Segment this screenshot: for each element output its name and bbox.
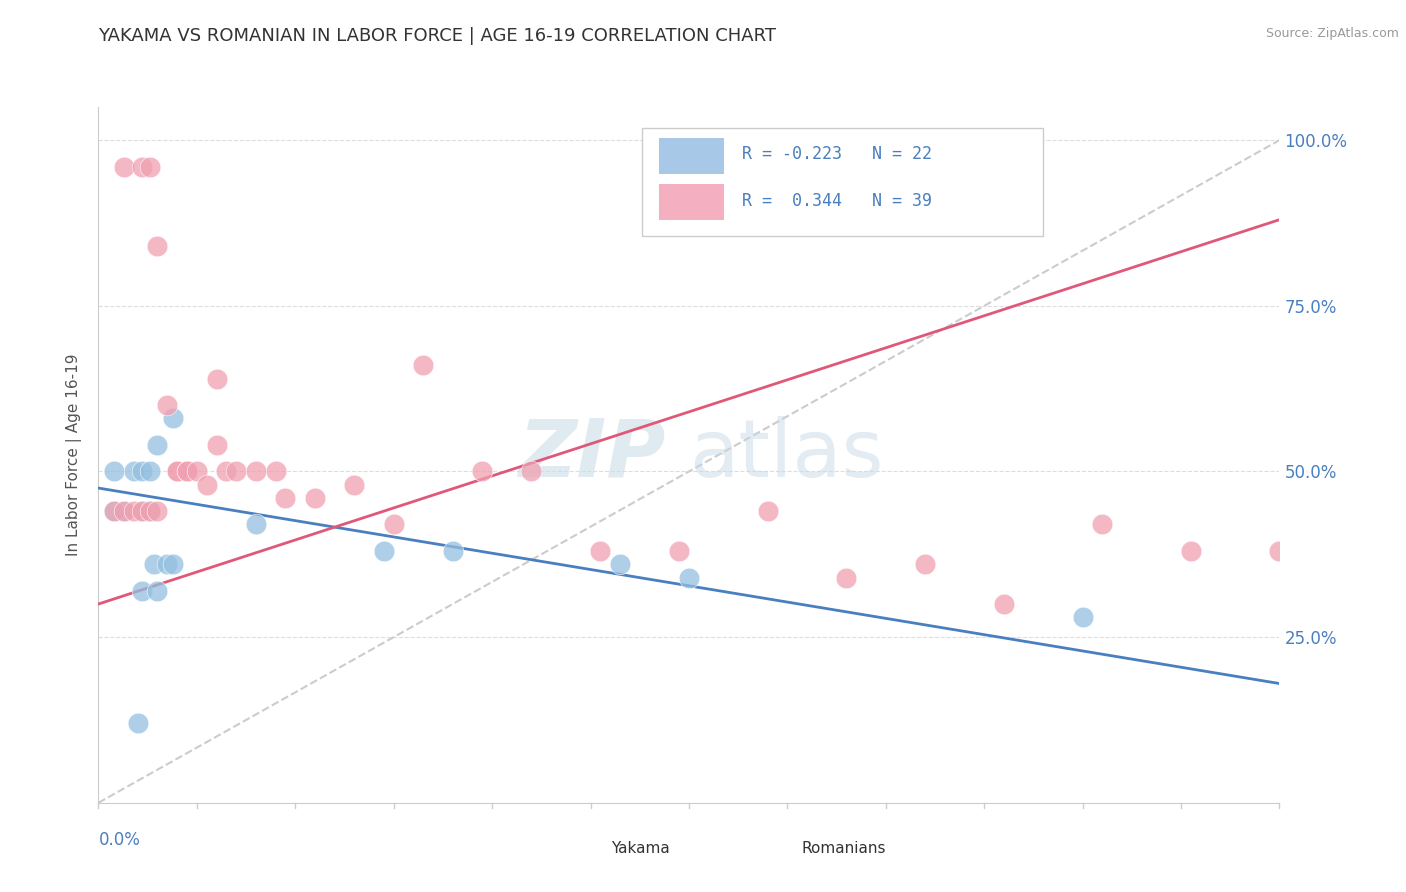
Point [146, 239, 169, 253]
Point [993, 597, 1015, 611]
Point [1071, 610, 1094, 624]
Point [127, 716, 149, 731]
Point [138, 504, 160, 518]
Point [122, 465, 145, 479]
Point [678, 570, 700, 584]
Text: Yakama: Yakama [612, 840, 669, 855]
Point [156, 558, 179, 572]
Point [1180, 544, 1202, 558]
Point [471, 465, 494, 479]
Point [103, 504, 125, 518]
Point [245, 517, 267, 532]
Point [103, 504, 125, 518]
Point [131, 160, 153, 174]
Point [131, 504, 153, 518]
Point [195, 477, 218, 491]
Point [1091, 517, 1114, 532]
FancyBboxPatch shape [547, 836, 600, 863]
Point [205, 438, 228, 452]
Point [668, 544, 690, 558]
Point [1268, 544, 1291, 558]
Text: YAKAMA VS ROMANIAN IN LABOR FORCE | AGE 16-19 CORRELATION CHART: YAKAMA VS ROMANIAN IN LABOR FORCE | AGE … [98, 27, 776, 45]
Point [441, 544, 464, 558]
Point [835, 570, 858, 584]
Point [176, 465, 198, 479]
Point [112, 160, 135, 174]
Point [205, 372, 228, 386]
FancyBboxPatch shape [659, 185, 724, 220]
Point [138, 465, 160, 479]
Text: 0.0%: 0.0% [98, 830, 141, 848]
Point [412, 359, 434, 373]
Point [225, 465, 247, 479]
Point [112, 504, 135, 518]
Point [382, 517, 405, 532]
Point [103, 465, 125, 479]
Point [146, 504, 169, 518]
Text: R = -0.223   N = 22: R = -0.223 N = 22 [742, 145, 932, 163]
Point [609, 558, 631, 572]
Point [304, 491, 326, 505]
Point [142, 558, 165, 572]
Point [122, 504, 145, 518]
Point [138, 504, 160, 518]
Text: atlas: atlas [689, 416, 883, 494]
Point [264, 465, 287, 479]
Point [373, 544, 395, 558]
FancyBboxPatch shape [659, 137, 724, 174]
Point [146, 583, 169, 598]
Point [914, 558, 936, 572]
FancyBboxPatch shape [730, 836, 783, 863]
Point [138, 160, 160, 174]
Point [156, 398, 179, 412]
Text: Source: ZipAtlas.com: Source: ZipAtlas.com [1265, 27, 1399, 40]
Point [131, 504, 153, 518]
Text: ZIP: ZIP [517, 416, 665, 494]
Point [112, 504, 135, 518]
Point [589, 544, 612, 558]
Text: R =  0.344   N = 39: R = 0.344 N = 39 [742, 192, 932, 210]
Point [245, 465, 267, 479]
Point [162, 558, 184, 572]
Point [176, 465, 198, 479]
Point [166, 465, 188, 479]
Point [131, 465, 153, 479]
Text: Romanians: Romanians [801, 840, 886, 855]
Point [166, 465, 188, 479]
Point [162, 411, 184, 425]
Point [215, 465, 238, 479]
Point [146, 438, 169, 452]
Y-axis label: In Labor Force | Age 16-19: In Labor Force | Age 16-19 [66, 353, 83, 557]
Point [274, 491, 297, 505]
Point [756, 504, 779, 518]
Point [186, 465, 208, 479]
Point [520, 465, 543, 479]
Point [343, 477, 366, 491]
Point [131, 583, 153, 598]
FancyBboxPatch shape [641, 128, 1043, 235]
